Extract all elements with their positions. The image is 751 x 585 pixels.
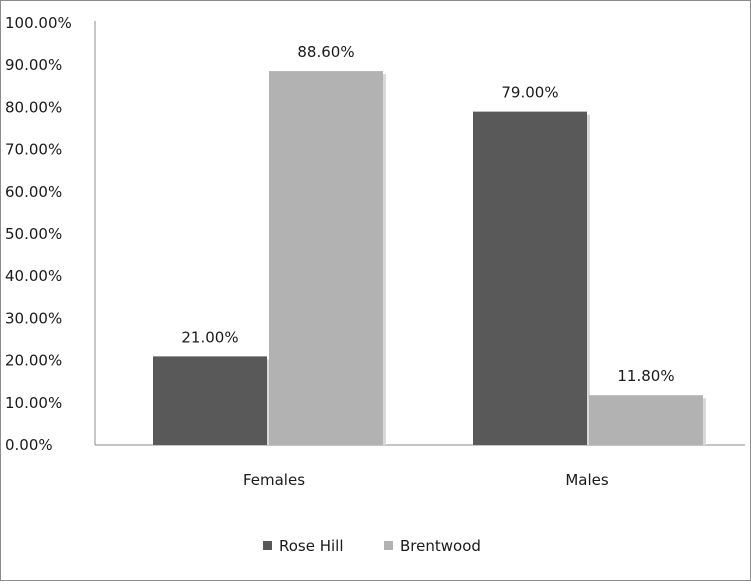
y-tick-label: 70.00% xyxy=(5,141,62,159)
bar-rose-hill-males xyxy=(473,111,587,446)
y-tick-label: 20.00% xyxy=(5,352,62,370)
y-tick-label: 100.00% xyxy=(5,14,72,32)
data-label: 79.00% xyxy=(501,84,558,102)
y-axis-ticks: 0.00% 10.00% 20.00% 30.00% 40.00% 50.00% 60.00… xyxy=(5,14,72,454)
y-tick-label: 50.00% xyxy=(5,225,62,243)
legend-swatch xyxy=(263,541,272,550)
y-tick-label: 80.00% xyxy=(5,98,62,116)
legend-label: Rose Hill xyxy=(279,537,344,555)
data-label: 21.00% xyxy=(181,328,238,346)
data-label: 11.80% xyxy=(617,367,674,385)
legend-swatch xyxy=(384,541,393,550)
y-tick-label: 90.00% xyxy=(5,56,62,74)
bar-brentwood-females xyxy=(269,71,383,445)
data-label: 88.60% xyxy=(297,43,354,61)
y-tick-label: 10.00% xyxy=(5,394,62,412)
legend: Rose Hill Brentwood xyxy=(263,537,481,555)
y-tick-label: 30.00% xyxy=(5,309,62,327)
legend-label: Brentwood xyxy=(400,537,481,555)
x-tick-label: Females xyxy=(243,471,305,489)
bar-rose-hill-females xyxy=(153,356,267,445)
data-labels: 21.00% 88.60% 79.00% 11.80% xyxy=(181,43,674,385)
x-axis-categories: Females Males xyxy=(243,471,609,489)
y-tick-label: 0.00% xyxy=(5,436,53,454)
bars xyxy=(153,71,706,446)
y-tick-label: 60.00% xyxy=(5,183,62,201)
bar-brentwood-males xyxy=(589,395,703,445)
y-tick-label: 40.00% xyxy=(5,267,62,285)
x-tick-label: Males xyxy=(565,471,609,489)
